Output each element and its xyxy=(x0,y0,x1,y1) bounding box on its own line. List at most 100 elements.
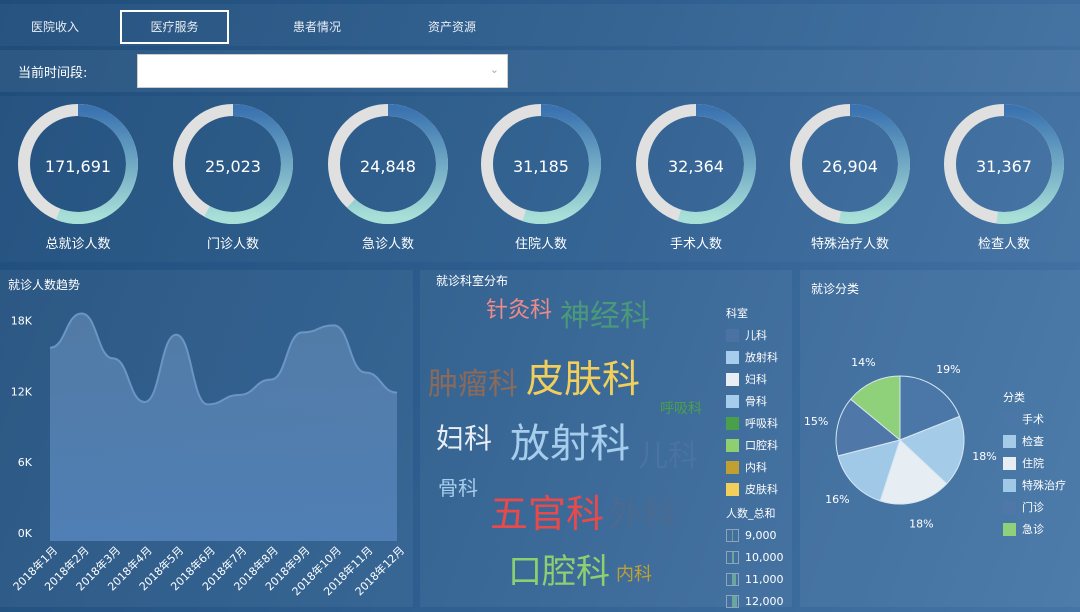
size-legend-title: 人数_总和 xyxy=(726,507,776,520)
legend-item[interactable]: 手术 xyxy=(1003,408,1066,430)
word-cloud-word[interactable]: 呼吸科 xyxy=(660,401,702,417)
pie-title: 就诊分类 xyxy=(811,282,860,296)
size-legend-item: 12,000 xyxy=(726,590,784,612)
legend-swatch xyxy=(726,460,739,474)
category-legend: 分类 手术 检查 住院 特殊治疗 门诊 急诊 xyxy=(1003,386,1066,540)
legend-label: 骨科 xyxy=(745,395,767,408)
pie-slice[interactable] xyxy=(879,439,948,505)
legend-item[interactable]: 儿科 xyxy=(726,324,784,346)
legend-item[interactable]: 皮肤科 xyxy=(726,478,784,500)
kpi-label: 特殊治疗人数 xyxy=(810,237,889,252)
category-pie-chart: 19% 18% 18% 16% 15% 14% xyxy=(804,356,997,530)
kpi-value: 31,185 xyxy=(513,157,569,176)
kpi-value: 31,367 xyxy=(976,157,1032,176)
word-cloud-word[interactable]: 外科 xyxy=(608,495,676,535)
tab-bar: 医院收入 医疗服务 患者情况 资产资源 xyxy=(0,4,1080,46)
wordcloud-title: 就诊科室分布 xyxy=(436,274,509,288)
size-label: 12,000 xyxy=(745,594,784,608)
legend-swatch xyxy=(1003,478,1016,492)
size-legend-item: 11,000 xyxy=(726,568,784,590)
pie-slice[interactable] xyxy=(835,398,902,457)
legend-swatch xyxy=(1003,412,1016,426)
size-label: 10,000 xyxy=(745,550,784,564)
gauge-fill xyxy=(996,104,1064,224)
gauge-fill xyxy=(677,104,756,224)
kpi-gauge: 26,904 特殊治疗人数 xyxy=(788,102,912,252)
kpi-label: 门诊人数 xyxy=(206,237,259,252)
legend-item[interactable]: 骨科 xyxy=(726,390,784,412)
tab-patient-status[interactable]: 患者情况 xyxy=(292,20,341,34)
kpi-label: 急诊人数 xyxy=(361,237,414,252)
gauge-ring xyxy=(790,104,910,224)
kpi-gauge: 25,023 门诊人数 xyxy=(171,102,295,252)
legend-swatch xyxy=(726,416,739,430)
word-cloud-word[interactable]: 儿科 xyxy=(638,439,698,474)
size-label: 9,000 xyxy=(745,528,777,542)
legend-item[interactable]: 呼吸科 xyxy=(726,412,784,434)
legend-label: 住院 xyxy=(1022,457,1044,470)
gauge-ring xyxy=(173,104,293,224)
legend-item[interactable]: 门诊 xyxy=(1003,496,1066,518)
kpi-label: 手术人数 xyxy=(669,237,722,252)
legend-item[interactable]: 口腔科 xyxy=(726,434,784,456)
legend-item[interactable]: 特殊治疗 xyxy=(1003,474,1066,496)
legend-label: 皮肤科 xyxy=(745,483,778,496)
time-period-select[interactable]: ⌄ xyxy=(137,54,508,88)
legend-item[interactable]: 住院 xyxy=(1003,452,1066,474)
word-cloud-word[interactable]: 口腔科 xyxy=(508,552,610,592)
kpi-value: 24,848 xyxy=(360,157,416,176)
legend-label: 手术 xyxy=(1022,413,1044,426)
legend-swatch xyxy=(1003,522,1016,536)
word-cloud-word[interactable]: 骨科 xyxy=(438,476,478,500)
word-cloud-word[interactable]: 肿瘤科 xyxy=(428,367,518,402)
gauge-ring xyxy=(944,104,1064,224)
legend-item[interactable]: 放射科 xyxy=(726,346,784,368)
area-line xyxy=(49,312,398,406)
pie-slice[interactable] xyxy=(837,439,901,502)
legend-item[interactable]: 急诊 xyxy=(1003,518,1066,540)
legend-item[interactable]: 妇科 xyxy=(726,368,784,390)
legend-item[interactable]: 检查 xyxy=(1003,430,1066,452)
legend-title: 科室 xyxy=(726,307,748,320)
kpi-gauge: 171,691 总就诊人数 xyxy=(16,102,140,252)
word-cloud-word[interactable]: 神经科 xyxy=(560,299,650,334)
gauge-fill xyxy=(346,104,448,224)
pie-slice[interactable] xyxy=(849,375,901,442)
gauge-fill xyxy=(838,104,910,224)
tab-hospital-income[interactable]: 医院收入 xyxy=(30,20,79,34)
pie-label: 14% xyxy=(851,356,875,369)
pie-label: 15% xyxy=(804,415,828,428)
word-cloud-word[interactable]: 针灸科 xyxy=(486,298,553,323)
gauge-ring xyxy=(481,104,601,224)
legend-label: 门诊 xyxy=(1022,501,1044,514)
kpi-gauge: 31,185 住院人数 xyxy=(479,102,603,252)
word-cloud-word[interactable]: 妇科 xyxy=(436,422,493,455)
kpi-value: 32,364 xyxy=(668,157,724,176)
kpi-value: 25,023 xyxy=(205,157,261,176)
tab-assets[interactable]: 资产资源 xyxy=(427,20,476,34)
kpi-value: 26,904 xyxy=(822,157,878,176)
y-tick-label: 6K xyxy=(18,456,33,469)
word-cloud-word[interactable]: 五官科 xyxy=(490,492,605,536)
kpi-gauge: 32,364 手术人数 xyxy=(634,102,758,252)
pie-label: 18% xyxy=(972,450,996,463)
kpi-gauge: 31,367 检查人数 xyxy=(942,102,1066,252)
trend-panel: 就诊人数趋势 0K 6K 12K 18K 2018年1月 2018年2月 2018年3月 20… xyxy=(0,270,413,607)
legend-item[interactable]: 内科 xyxy=(726,456,784,478)
size-swatch xyxy=(726,528,739,542)
pie-slice[interactable] xyxy=(899,415,965,485)
legend-label: 放射科 xyxy=(745,351,778,364)
word-cloud-word[interactable]: 皮肤科 xyxy=(526,357,641,401)
pie-label: 16% xyxy=(825,493,849,506)
trend-title: 就诊人数趋势 xyxy=(8,278,81,292)
tab-medical-service[interactable]: 医疗服务 xyxy=(120,10,229,44)
trend-area-chart: 0K6K12K18K2018年1月2018年2月2018年3月2018年4月20… xyxy=(10,312,407,598)
word-cloud-word[interactable]: 内科 xyxy=(616,564,652,585)
area-fill xyxy=(50,313,397,541)
kpi-label: 总就诊人数 xyxy=(45,237,111,252)
word-cloud-word[interactable]: 放射科 xyxy=(510,421,630,467)
legend-label: 呼吸科 xyxy=(745,417,778,430)
legend-swatch xyxy=(726,350,739,364)
gauge-ring xyxy=(636,104,756,224)
pie-slice[interactable] xyxy=(899,375,961,441)
